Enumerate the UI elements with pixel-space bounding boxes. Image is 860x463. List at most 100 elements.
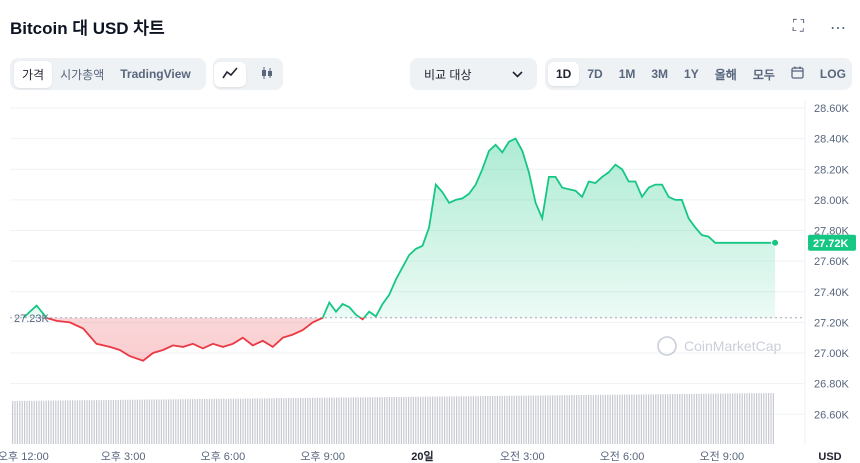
volume-bar <box>422 396 424 444</box>
volume-bar <box>230 398 232 444</box>
volume-bar <box>758 393 760 444</box>
volume-bar <box>588 394 590 444</box>
volume-bar <box>237 398 239 444</box>
volume-bar <box>592 394 594 444</box>
volume-bar <box>316 397 318 444</box>
volume-bar <box>244 398 246 444</box>
chart-title: Bitcoin 대 USD 차트 <box>10 19 165 38</box>
volume-bar <box>292 398 294 444</box>
volume-bar <box>724 393 726 444</box>
volume-bar <box>146 399 148 444</box>
volume-bar <box>552 395 554 444</box>
range-tab-all[interactable]: 모두 <box>752 67 775 82</box>
x-tick-label: 오후 12:00 <box>0 450 49 463</box>
volume-bar <box>619 394 621 444</box>
line-chart-icon[interactable] <box>214 61 246 87</box>
volume-bar <box>64 400 66 444</box>
volume-bar <box>273 398 275 444</box>
volume-bar <box>616 394 618 444</box>
volume-bar <box>364 397 366 444</box>
volume-bar <box>700 393 702 444</box>
calendar-icon[interactable] <box>783 61 812 87</box>
volume-bar <box>304 397 306 444</box>
volume-bar <box>326 397 328 444</box>
volume-bar <box>561 395 563 444</box>
volume-bar <box>321 397 323 444</box>
volume-bar <box>31 400 33 444</box>
tab-market-cap[interactable]: 시가총액 <box>60 67 105 82</box>
volume-bar <box>499 395 501 444</box>
volume-bar <box>120 399 122 444</box>
x-tick-label: 오전 6:00 <box>600 450 645 463</box>
volume-bar <box>220 398 222 444</box>
volume-bar <box>28 400 30 444</box>
volume-bar <box>156 399 158 444</box>
range-tab-1y[interactable]: 1Y <box>684 67 699 81</box>
x-tick-label: 오후 9:00 <box>300 450 345 463</box>
volume-bar <box>55 400 57 444</box>
tab-price[interactable]: 가격 <box>14 60 53 88</box>
volume-bar <box>585 394 587 444</box>
volume-bar <box>429 396 431 444</box>
range-tab-1m[interactable]: 1M <box>618 67 636 81</box>
compare-select[interactable]: 비교 대상 <box>410 58 537 90</box>
volume-bar <box>667 394 669 444</box>
x-tick-label: 오후 3:00 <box>101 450 146 463</box>
volume-bar <box>132 399 134 444</box>
x-tick-label: 오후 6:00 <box>201 450 246 463</box>
volume-bar <box>729 393 731 444</box>
volume-bar <box>645 394 647 444</box>
volume-bar <box>595 394 597 444</box>
volume-bar <box>566 395 568 444</box>
expand-icon[interactable]: ⛶ <box>792 18 804 35</box>
volume-bar <box>278 398 280 444</box>
volume-bar <box>648 394 650 444</box>
volume-bar <box>24 400 26 444</box>
volume-bar <box>98 400 100 444</box>
volume-bar <box>744 393 746 444</box>
volume-bar <box>283 398 285 444</box>
volume-bar <box>482 396 484 444</box>
range-tab-3m[interactable]: 3M <box>651 67 669 81</box>
volume-bar <box>398 396 400 444</box>
volume-bar <box>264 398 266 444</box>
volume-bar <box>612 394 614 444</box>
y-tick-label: 28.60K <box>814 103 850 115</box>
volume-bar <box>196 399 198 444</box>
volume-bar <box>386 397 388 444</box>
volume-bar <box>650 394 652 444</box>
volume-bar <box>672 394 674 444</box>
volume-bar <box>223 398 225 444</box>
volume-bar <box>609 394 611 444</box>
volume-bar <box>427 396 429 444</box>
more-dots-icon[interactable]: ⋯ <box>830 20 846 37</box>
volume-bar <box>400 396 402 444</box>
volume-bar <box>182 399 184 444</box>
volume-bar <box>525 395 527 444</box>
volume-bar <box>597 394 599 444</box>
volume-bar <box>686 393 688 444</box>
candlestick-icon[interactable] <box>252 62 282 87</box>
volume-bar <box>79 400 81 444</box>
y-tick-label: 27.40K <box>814 287 850 299</box>
y-tick-label: 28.40K <box>814 134 850 146</box>
volume-bar <box>681 393 683 444</box>
log-toggle[interactable]: LOG <box>819 67 846 81</box>
volume-bar <box>496 395 498 444</box>
volume-bar <box>103 400 105 444</box>
volume-bar <box>62 400 64 444</box>
range-tab-ytd[interactable]: 올해 <box>714 67 737 82</box>
volume-bar <box>535 395 537 444</box>
volume-bar <box>420 396 422 444</box>
volume-bar <box>549 395 551 444</box>
tab-tradingview[interactable]: TradingView <box>120 67 191 81</box>
chart-type-group <box>213 58 283 90</box>
volume-bar <box>76 400 78 444</box>
volume-bar <box>412 396 414 444</box>
volume-bar <box>696 393 698 444</box>
volume-bar <box>770 393 772 444</box>
range-tab-1d[interactable]: 1D <box>548 62 580 86</box>
range-tab-7d[interactable]: 7D <box>587 67 603 81</box>
volume-bar <box>756 393 758 444</box>
